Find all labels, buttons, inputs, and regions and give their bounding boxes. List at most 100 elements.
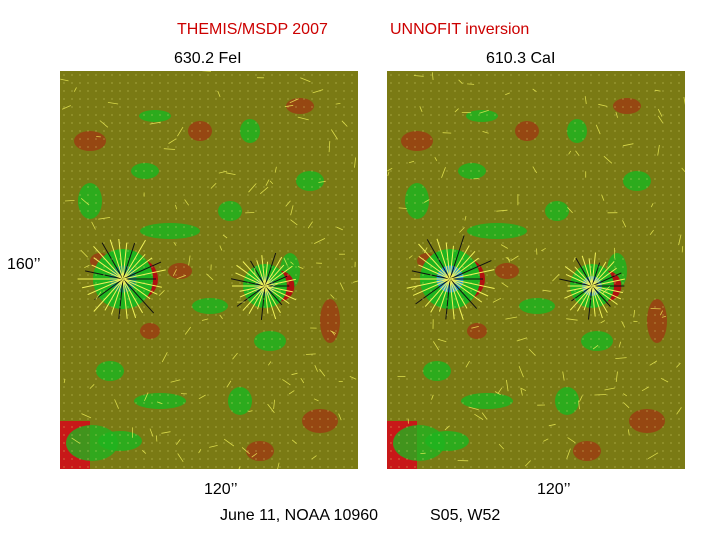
grid-point: [71, 138, 73, 140]
grid-point: [622, 258, 624, 260]
grid-point: [518, 410, 520, 412]
grid-point: [151, 386, 153, 388]
grid-point: [311, 202, 313, 204]
grid-point: [470, 250, 472, 252]
grid-point: [255, 234, 257, 236]
grid-point: [526, 330, 528, 332]
grid-point: [622, 154, 624, 156]
field-vector: [290, 205, 294, 216]
grid-point: [151, 218, 153, 220]
grid-point: [526, 370, 528, 372]
grid-point: [678, 194, 680, 196]
grid-point: [319, 226, 321, 228]
grid-point: [351, 114, 353, 116]
grid-point: [327, 290, 329, 292]
grid-point: [470, 266, 472, 268]
grid-point: [271, 266, 273, 268]
grid-point: [606, 90, 608, 92]
grid-point: [183, 218, 185, 220]
grid-point: [622, 418, 624, 420]
grid-point: [231, 282, 233, 284]
grid-point: [478, 226, 480, 228]
field-vector: [411, 285, 419, 291]
grid-point: [478, 394, 480, 396]
grid-point: [143, 202, 145, 204]
positive-polarity-patch: [466, 110, 498, 122]
negative-polarity-patch: [246, 441, 274, 461]
grid-point: [646, 346, 648, 348]
field-vector: [506, 379, 509, 392]
field-vector: [650, 203, 654, 208]
grid-point: [183, 362, 185, 364]
grid-point: [183, 306, 185, 308]
grid-point: [191, 210, 193, 212]
grid-point: [159, 354, 161, 356]
field-vector: [591, 285, 611, 307]
grid-point: [311, 90, 313, 92]
grid-point: [470, 418, 472, 420]
grid-point: [247, 170, 249, 172]
field-vector: [352, 280, 358, 283]
grid-point: [542, 378, 544, 380]
grid-point: [462, 170, 464, 172]
grid-point: [542, 418, 544, 420]
grid-point: [390, 338, 392, 340]
grid-point: [406, 186, 408, 188]
grid-point: [486, 258, 488, 260]
grid-point: [558, 266, 560, 268]
grid-point: [327, 378, 329, 380]
grid-point: [159, 346, 161, 348]
grid-point: [271, 362, 273, 364]
grid-point: [215, 394, 217, 396]
grid-point: [414, 138, 416, 140]
grid-point: [143, 370, 145, 372]
field-vector: [305, 353, 316, 355]
grid-point: [63, 418, 65, 420]
grid-point: [438, 210, 440, 212]
grid-point: [630, 370, 632, 372]
grid-point: [151, 74, 153, 76]
grid-point: [534, 218, 536, 220]
grid-point: [494, 218, 496, 220]
grid-point: [478, 98, 480, 100]
grid-point: [119, 346, 121, 348]
grid-point: [263, 314, 265, 316]
field-vector: [218, 170, 228, 174]
grid-point: [462, 386, 464, 388]
field-vector: [532, 88, 537, 93]
field-vector: [494, 391, 501, 396]
grid-point: [590, 306, 592, 308]
grid-point: [327, 354, 329, 356]
grid-point: [87, 170, 89, 172]
grid-point: [630, 330, 632, 332]
grid-point: [191, 234, 193, 236]
grid-point: [534, 106, 536, 108]
grid-point: [598, 442, 600, 444]
grid-point: [191, 410, 193, 412]
grid-point: [103, 418, 105, 420]
grid-point: [127, 266, 129, 268]
grid-point: [199, 362, 201, 364]
grid-point: [191, 186, 193, 188]
grid-point: [79, 282, 81, 284]
grid-point: [95, 234, 97, 236]
grid-point: [207, 218, 209, 220]
grid-point: [558, 226, 560, 228]
grid-point: [63, 234, 65, 236]
grid-point: [167, 466, 169, 468]
grid-point: [287, 178, 289, 180]
grid-point: [470, 82, 472, 84]
grid-point: [582, 130, 584, 132]
grid-point: [638, 74, 640, 76]
grid-point: [327, 154, 329, 156]
grid-point: [526, 458, 528, 460]
grid-point: [534, 82, 536, 84]
grid-point: [127, 458, 129, 460]
grid-point: [215, 330, 217, 332]
grid-point: [502, 354, 504, 356]
grid-point: [590, 282, 592, 284]
grid-point: [502, 266, 504, 268]
field-vector: [415, 278, 451, 305]
grid-point: [207, 234, 209, 236]
grid-point: [79, 418, 81, 420]
